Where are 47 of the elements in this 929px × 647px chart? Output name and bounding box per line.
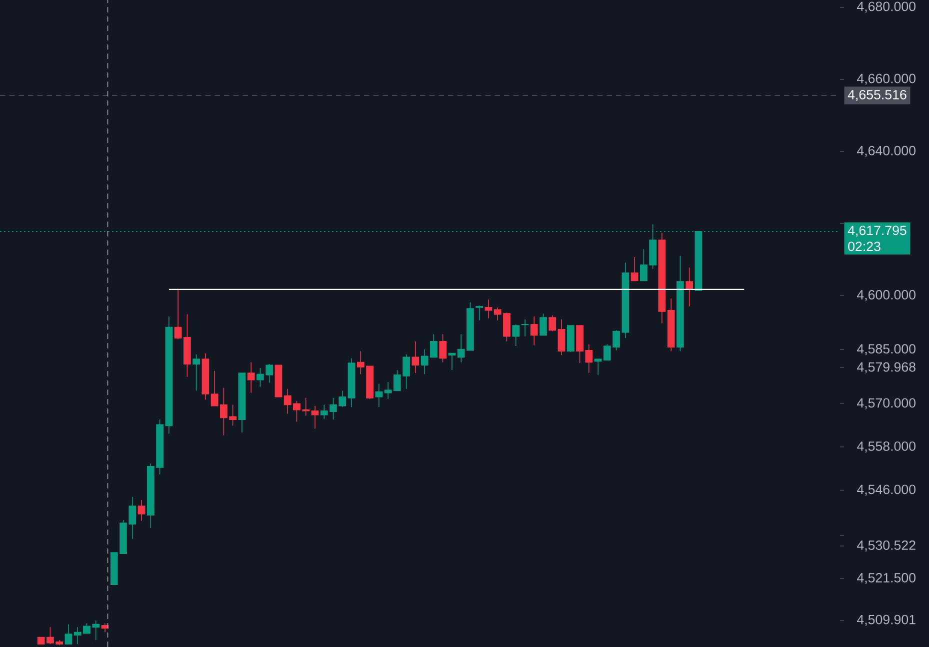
candlestick (412, 340, 420, 374)
candlestick (540, 313, 547, 336)
candlestick (202, 352, 210, 400)
candlestick (630, 256, 638, 282)
candlestick (484, 299, 492, 319)
candlestick (594, 358, 602, 376)
candlestick (384, 382, 392, 400)
candlestick (521, 318, 529, 337)
candlestick (348, 358, 356, 408)
y-tick-label: 4,640.000 (857, 146, 916, 157)
text: 02:23 (848, 242, 880, 252)
y-tick-label: 4,600.000 (857, 290, 916, 302)
candlestick (420, 348, 428, 375)
candlestick (566, 325, 574, 353)
candlestick (210, 370, 218, 406)
candlestick (439, 334, 447, 363)
ref-line-label: 4,617.795 (848, 226, 906, 237)
y-tick-label: 4,521.500 (857, 573, 916, 584)
candlestick (548, 314, 556, 332)
candlestick (430, 334, 438, 358)
y-tick-label: 4,660.000 (857, 74, 916, 85)
y-tick-label: 4,509.901 (857, 614, 916, 626)
y-tick-label: 4,585.000 (857, 344, 916, 356)
y-tick-label: 4,579.968 (857, 362, 916, 374)
y-tick-label: 4,570.000 (857, 398, 916, 410)
y-tick-label: 4,546.000 (857, 484, 916, 496)
candlestick (138, 500, 146, 522)
y-tick-label: 4,558.000 (857, 441, 916, 452)
ref-line-label: 4,655.516 (848, 90, 906, 101)
candlestick (530, 316, 538, 346)
candlestick (658, 232, 666, 324)
candlestick (183, 314, 191, 378)
candlestick (375, 383, 383, 408)
candlestick (174, 289, 182, 340)
candlestick (667, 298, 675, 352)
candlestick (512, 324, 520, 346)
candlestick (558, 318, 566, 356)
candlestick (247, 362, 255, 394)
candlestick (64, 624, 72, 645)
candlestick (238, 372, 246, 433)
candlestick (448, 352, 456, 371)
candlestick (274, 364, 282, 398)
candlestick (676, 256, 684, 352)
y-tick-label: 4,530.522 (857, 540, 916, 552)
y-tick-label: 4,680.000 (857, 2, 916, 13)
candlestick (311, 405, 319, 429)
candlestick (101, 622, 109, 633)
